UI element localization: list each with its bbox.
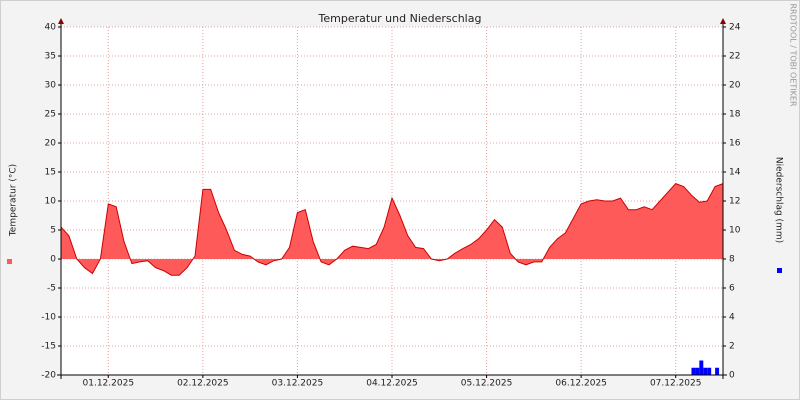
layers: -20-15-10-505101520253035400246810121416… (7, 23, 782, 389)
y2-tick-label: 6 (729, 284, 735, 294)
x-tick-label: 04.12.2025 (366, 379, 418, 389)
bar (695, 367, 700, 375)
axis-arrow (720, 18, 726, 24)
bar (703, 367, 708, 375)
legend-swatch (777, 268, 782, 273)
y2-tick-label: 12 (729, 197, 740, 207)
x-tick-label: 05.12.2025 (461, 379, 513, 389)
legend-swatch (7, 259, 12, 264)
area-line (60, 183, 724, 276)
axis-arrow (58, 18, 64, 24)
labels: -20-15-10-505101520253035400246810121416… (7, 23, 782, 389)
bar (707, 367, 712, 375)
y-tick-label: 35 (45, 52, 56, 62)
y-tick-label: 30 (45, 81, 57, 91)
y-tick-label: -10 (41, 313, 56, 323)
y-tick-label: 10 (45, 197, 57, 207)
y2-axis-label: Niederschlag (mm) (774, 157, 784, 243)
x-tick-label: 06.12.2025 (555, 379, 607, 389)
y2-tick-label: 16 (729, 139, 741, 149)
y2-tick-label: 4 (729, 313, 735, 323)
y2-tick-label: 8 (729, 255, 735, 265)
y-tick-label: 5 (50, 226, 56, 236)
y-tick-label: -20 (41, 371, 56, 381)
bar (715, 367, 720, 375)
x-tick-label: 01.12.2025 (83, 379, 135, 389)
y2-tick-label: 0 (729, 371, 735, 381)
y-axis-label: Temperatur (°C) (9, 164, 19, 237)
bar (699, 360, 704, 375)
y-tick-label: -15 (41, 342, 56, 352)
y-tick-label: 0 (50, 255, 56, 265)
bar (691, 367, 696, 375)
area (61, 183, 723, 276)
y-tick-label: -5 (47, 284, 56, 294)
y2-tick-label: 14 (729, 168, 741, 178)
y-tick-label: 25 (45, 110, 56, 120)
x-tick-label: 03.12.2025 (272, 379, 324, 389)
y2-tick-label: 10 (729, 226, 741, 236)
y2-tick-label: 22 (729, 52, 740, 62)
data (60, 183, 724, 375)
y-tick-label: 40 (45, 23, 57, 33)
x-tick-label: 07.12.2025 (650, 379, 702, 389)
y2-tick-label: 24 (729, 23, 741, 33)
y-tick-label: 15 (45, 168, 56, 178)
x-tick-label: 02.12.2025 (177, 379, 229, 389)
y2-tick-label: 20 (729, 81, 741, 91)
y2-tick-label: 2 (729, 342, 735, 352)
y-tick-label: 20 (45, 139, 57, 149)
y2-tick-label: 18 (729, 110, 741, 120)
watermark: RRDTOOL / TOBI OETIKER (789, 3, 798, 106)
chart-title: Temperatur und Niederschlag (318, 12, 482, 25)
